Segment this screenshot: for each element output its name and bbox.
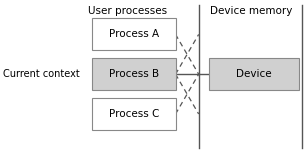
Bar [92, 18, 176, 50]
Text: Device: Device [236, 69, 272, 79]
Text: Device memory: Device memory [210, 6, 292, 16]
Text: User processes: User processes [88, 6, 167, 16]
Text: Process B: Process B [109, 69, 159, 79]
Text: Process A: Process A [109, 29, 159, 39]
Bar [92, 58, 176, 90]
Text: Current context: Current context [3, 69, 80, 79]
Bar [92, 98, 176, 130]
Bar [209, 58, 299, 90]
Text: Process C: Process C [109, 109, 159, 119]
